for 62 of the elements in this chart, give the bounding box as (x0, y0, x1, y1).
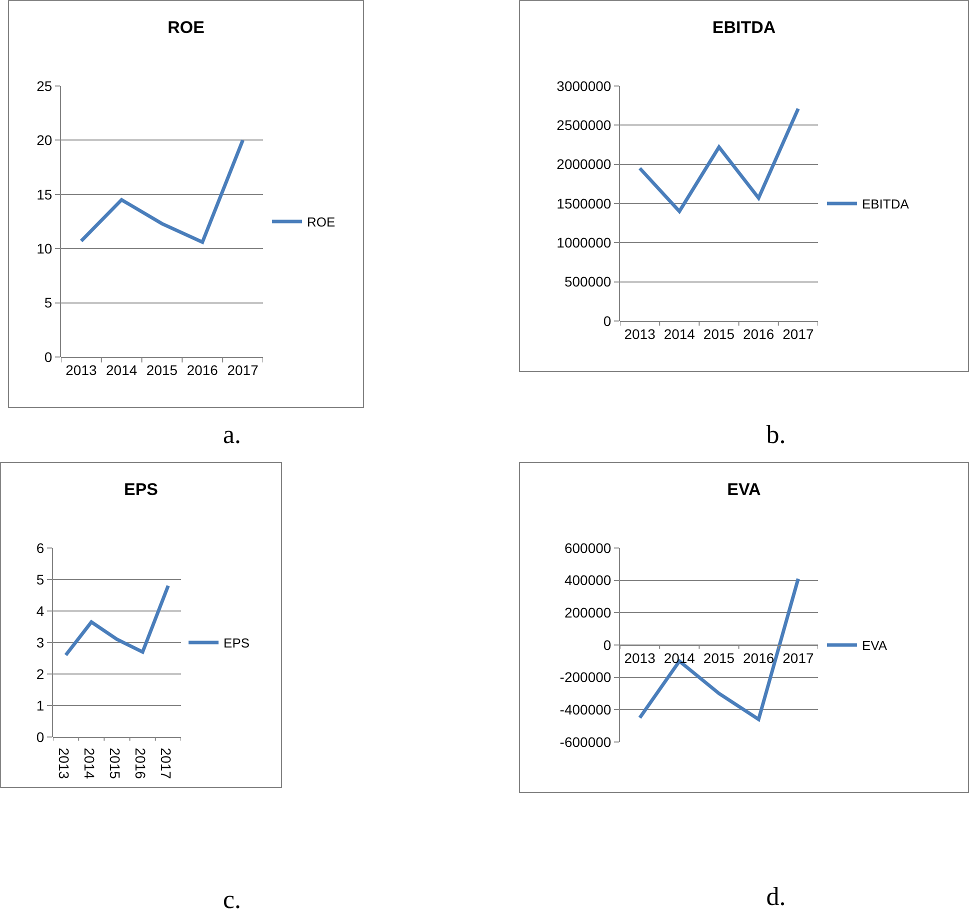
legend-label: EPS (224, 636, 250, 651)
y-tick-label: 4 (36, 602, 44, 619)
y-tick-label: 0 (44, 348, 52, 365)
chart-title: EVA (727, 480, 761, 500)
x-tick-label: 2013 (624, 650, 656, 666)
x-tick-label: 2015 (107, 748, 123, 780)
chart-title: EBITDA (712, 18, 776, 38)
y-tick-label: 1000000 (556, 234, 612, 251)
y-tick-label: 1500000 (556, 195, 612, 212)
y-tick-label: 10 (36, 240, 52, 256)
line-series (638, 106, 800, 214)
y-tick-label: 25 (36, 78, 52, 94)
y-tick-label: 2500000 (556, 117, 612, 134)
x-tick-label: 2016 (186, 362, 218, 378)
y-tick-label: 2000000 (556, 156, 612, 172)
y-tick-label: 5 (44, 294, 52, 311)
line-series (79, 138, 245, 244)
x-tick-label: 2015 (703, 326, 735, 342)
y-tick-label: 200000 (564, 604, 612, 621)
legend-label: EBITDA (862, 196, 910, 212)
line-series (64, 584, 170, 657)
text: b. (766, 420, 786, 450)
y-tick-label: 5 (36, 571, 44, 588)
x-tick-label: 2013 (624, 326, 656, 342)
x-tick-label: 2014 (106, 362, 138, 378)
x-tick-label: 2014 (664, 326, 696, 342)
legend-label: ROE (307, 214, 336, 230)
text: d. (766, 882, 786, 912)
y-tick-label: 3000000 (556, 78, 612, 94)
y-tick-label: 20 (36, 132, 52, 148)
y-tick-label: 3 (36, 634, 44, 650)
x-tick-label: 2013 (56, 748, 72, 780)
x-tick-label: 2017 (782, 326, 814, 342)
y-tick-label: 6 (36, 540, 44, 556)
x-tick-label: 2014 (81, 748, 98, 780)
y-tick-label: 2 (36, 666, 44, 682)
text: c. (222, 885, 242, 915)
y-tick-label: -200000 (560, 669, 612, 686)
x-tick-label: 2015 (703, 650, 735, 666)
x-tick-label: 2013 (66, 362, 97, 378)
y-tick-label: 400000 (564, 572, 612, 588)
y-tick-label: 0 (603, 636, 612, 653)
x-tick-label: 2014 (664, 650, 696, 666)
x-tick-label: 2017 (227, 362, 259, 378)
x-tick-label: 2015 (146, 362, 178, 378)
chart-title: EPS (124, 480, 158, 500)
y-tick-label: 500000 (564, 274, 612, 290)
x-tick-label: 2016 (743, 326, 774, 342)
y-tick-label: 1 (36, 697, 44, 714)
x-tick-label: 2016 (743, 650, 774, 666)
x-tick-label: 2017 (782, 650, 814, 666)
legend-label: EVA (862, 638, 888, 654)
y-tick-label: 15 (36, 186, 52, 202)
chart-title: ROE (168, 18, 204, 38)
y-tick-label: 0 (36, 728, 44, 745)
y-tick-label: -600000 (560, 734, 612, 750)
x-tick-label: 2016 (132, 748, 149, 780)
text: a. (222, 420, 242, 450)
x-tick-label: 2017 (158, 748, 174, 780)
y-tick-label: -400000 (560, 702, 612, 718)
y-tick-label: 600000 (564, 540, 612, 556)
y-tick-label: 0 (603, 312, 612, 329)
